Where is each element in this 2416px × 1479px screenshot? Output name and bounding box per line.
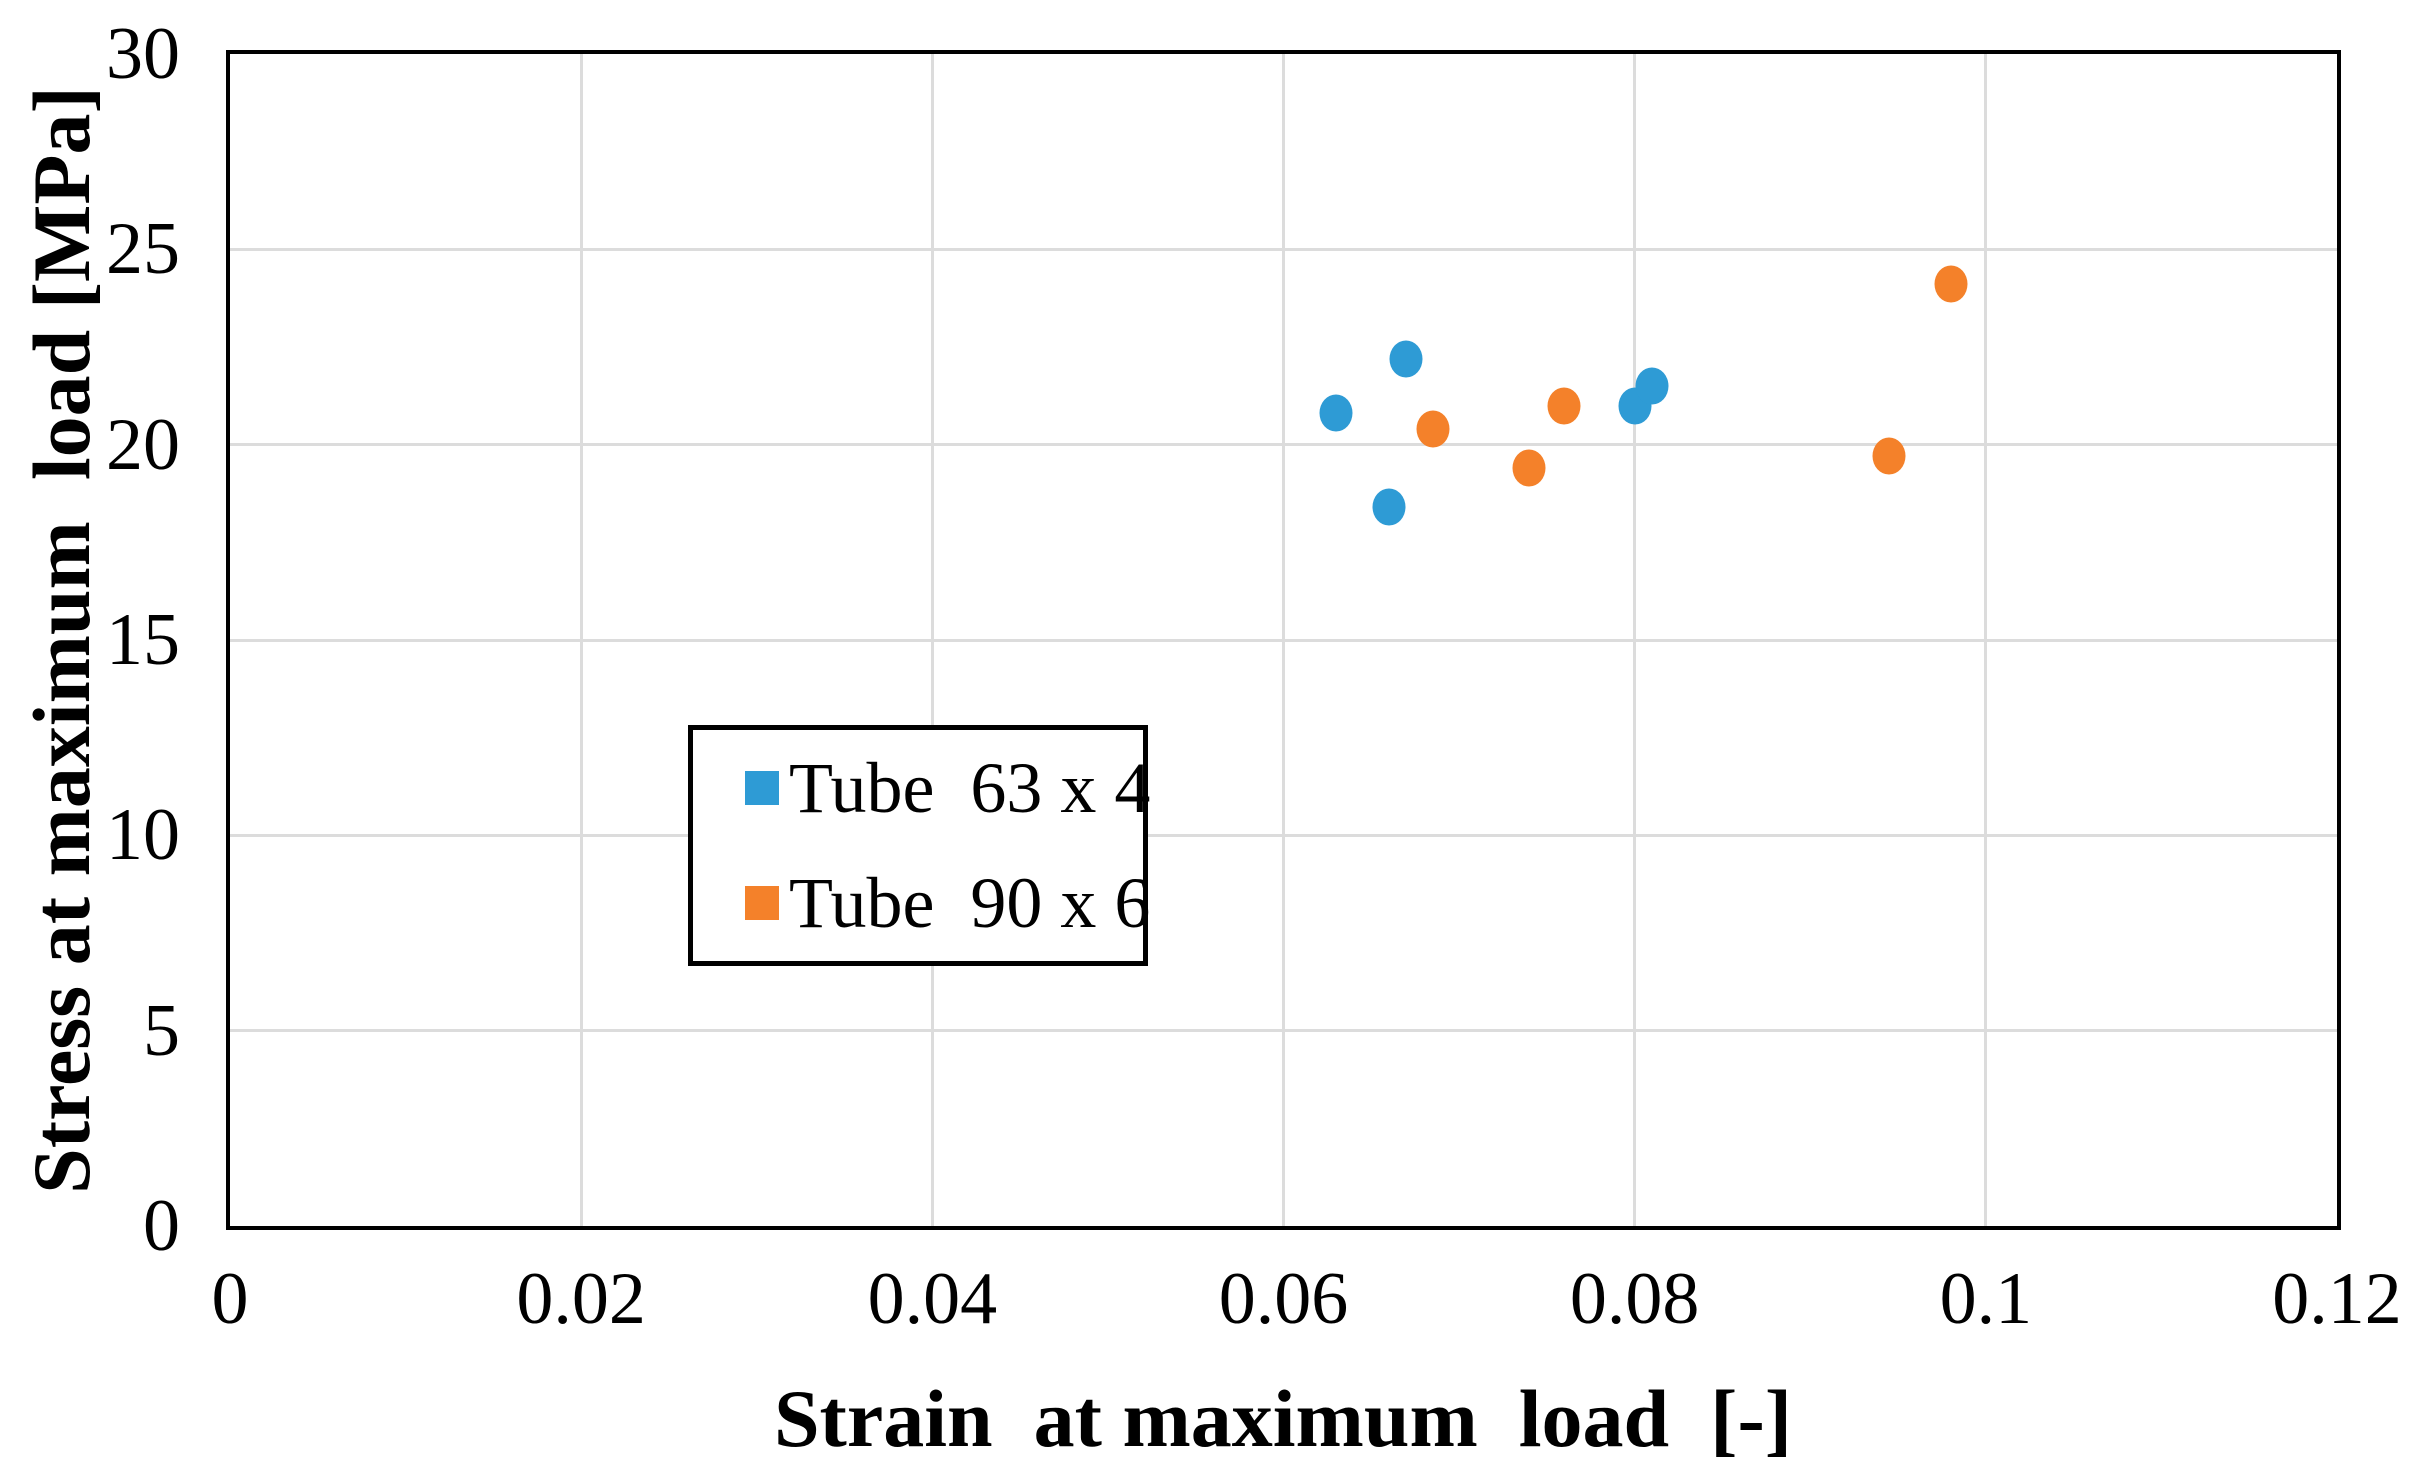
y-gridline: [230, 443, 2337, 447]
legend-marker-icon: [745, 770, 779, 805]
y-tick-label: 0: [143, 1185, 180, 1267]
data-point: [1319, 394, 1353, 432]
y-tick-label: 20: [106, 403, 180, 486]
x-tick-label: 0.02: [516, 1258, 646, 1340]
x-tick-label: 0.04: [867, 1258, 998, 1340]
x-tick-label: 0.08: [1569, 1258, 1700, 1340]
data-point: [1547, 387, 1581, 425]
legend-entry: Tube 90 x 6: [745, 867, 1150, 939]
y-tick-label: 15: [106, 599, 180, 681]
data-point: [1934, 265, 1968, 303]
legend-series-label: Tube 90 x 6: [789, 863, 1151, 944]
y-tick-label: 30: [106, 13, 180, 95]
x-tick-label: 0.06: [1218, 1258, 1349, 1340]
plot-area: [226, 50, 2341, 1230]
x-axis-title: Strain at maximum load [-]: [773, 1373, 1793, 1464]
data-point: [1635, 367, 1669, 405]
legend-entry: Tube 63 x 4: [745, 752, 1150, 824]
data-point: [1512, 449, 1546, 487]
y-tick-label: 10: [106, 794, 180, 877]
data-point: [1416, 410, 1450, 448]
data-point: [1372, 488, 1406, 526]
y-tick-label: 25: [106, 208, 180, 291]
legend-marker-icon: [745, 886, 779, 921]
data-point: [1389, 340, 1423, 378]
y-gridline: [230, 638, 2337, 642]
x-tick-label: 0.1: [1939, 1258, 2033, 1340]
data-point: [1872, 437, 1906, 475]
y-gridline: [230, 247, 2337, 251]
x-tick-label: 0: [211, 1258, 249, 1340]
x-tick-label: 0.12: [2272, 1258, 2402, 1340]
y-gridline: [230, 833, 2337, 837]
y-tick-label: 5: [143, 989, 180, 1072]
legend-series-label: Tube 63 x 4: [789, 747, 1151, 828]
y-gridline: [230, 1029, 2337, 1033]
legend: Tube 63 x 4 Tube 90 x 6: [688, 725, 1150, 966]
